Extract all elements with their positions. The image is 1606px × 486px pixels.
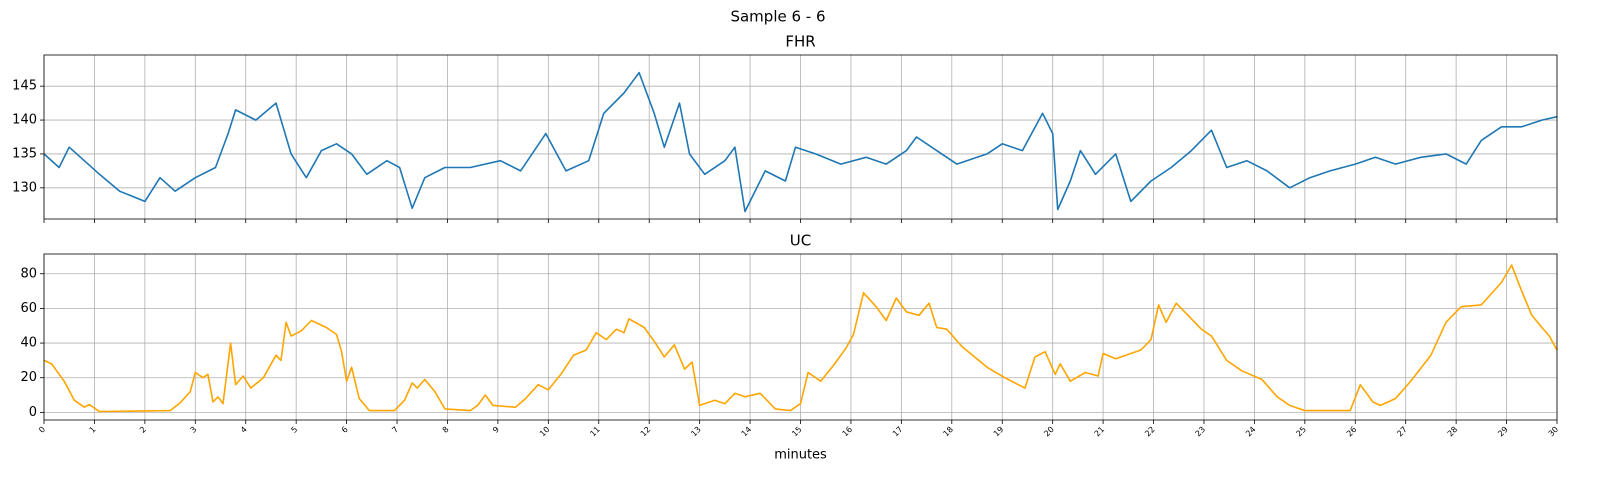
x-tick-label: 17 [891,425,905,439]
x-tick-label: 7 [390,425,400,435]
x-tick-label: 1 [88,425,98,435]
y-tick-label: 130 [12,180,37,195]
x-tick-label: 21 [1093,425,1107,439]
x-tick-label: 18 [941,425,955,439]
x-tick-label: 23 [1194,425,1208,439]
x-tick-label: 10 [538,425,552,439]
x-tick-label: 15 [790,425,804,439]
x-tick-label: 26 [1345,425,1359,439]
x-tick-label: 0 [37,425,47,435]
x-tick-label: 24 [1244,425,1258,439]
x-tick-label: 9 [491,425,501,435]
x-tick-label: 25 [1294,425,1308,439]
x-tick-label: 30 [1547,425,1561,439]
x-tick-label: 29 [1496,425,1510,439]
y-tick-label: 140 [12,113,37,128]
x-tick-label: 27 [1395,425,1409,439]
x-tick-label: 14 [740,425,754,439]
y-tick-label: 20 [20,370,37,385]
x-tick-label: 28 [1446,425,1460,439]
y-tick-label: 80 [20,266,37,281]
y-tick-label: 40 [20,336,37,351]
x-tick-label: 13 [689,425,703,439]
x-tick-label: 8 [441,425,451,435]
y-tick-label: 0 [29,405,37,420]
x-tick-label: 5 [289,425,299,435]
y-tick-label: 135 [12,146,37,161]
x-tick-label: 3 [189,425,199,435]
x-tick-label: 19 [992,425,1006,439]
data-line [43,264,1558,413]
x-tick-label: 2 [138,425,148,435]
y-tick-label: 60 [20,301,37,316]
x-tick-label: 6 [340,425,350,435]
x-axis-label: minutes [774,448,827,463]
y-tick-label: 145 [12,79,37,94]
subplot-title: UC [790,232,811,250]
axes-frame [43,54,1558,220]
subplot-title: FHR [785,33,815,51]
figure-title: Sample 6 - 6 [730,8,825,26]
x-tick-label: 22 [1143,425,1157,439]
x-tick-label: 16 [841,425,855,439]
x-tick-label: 11 [588,425,602,439]
data-line [43,71,1558,213]
x-tick-label: 20 [1042,425,1056,439]
axes-frame [43,253,1558,421]
x-tick-label: 4 [239,425,249,435]
x-tick-label: 12 [639,425,653,439]
